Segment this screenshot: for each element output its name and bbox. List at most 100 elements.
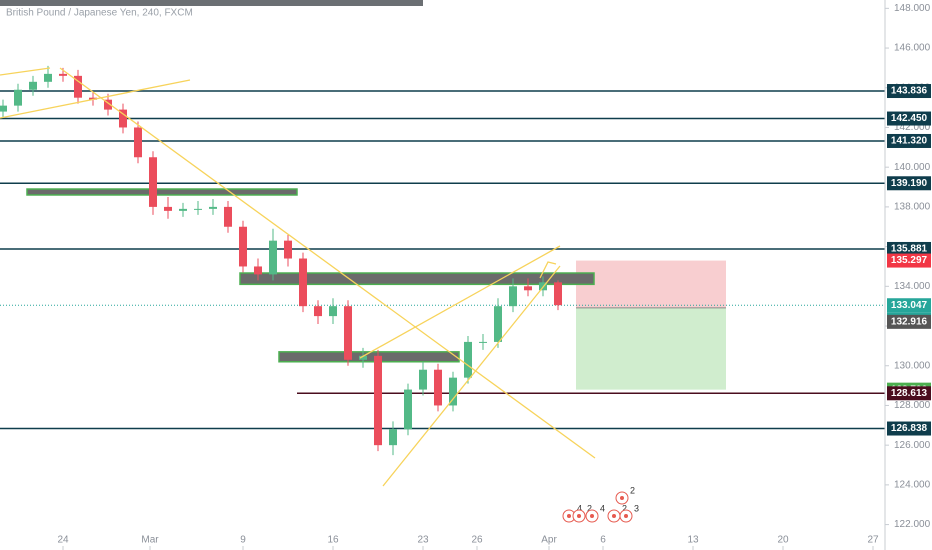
x-tick-label: 27 [867, 535, 879, 546]
zone [278, 351, 460, 363]
candle-body [224, 206, 232, 227]
y-tick-label: 148.000 [894, 3, 931, 14]
y-tick-label: 142.000 [894, 122, 931, 133]
event-count: 4 [577, 503, 582, 513]
candle-body [434, 369, 442, 406]
events: 4 2 4 2 32 [562, 485, 639, 523]
x-tick-label: Apr [541, 535, 557, 546]
y-tick-label: 128.000 [894, 400, 931, 411]
target-zone [576, 307, 726, 390]
candle-body [404, 389, 412, 430]
candle-body [134, 127, 142, 158]
candle-body [254, 266, 262, 275]
x-tick-label: Mar [141, 535, 159, 546]
price-badge [887, 298, 931, 313]
trend-line [59, 67, 596, 459]
zone [239, 272, 595, 286]
candle-body [524, 286, 532, 291]
price-badge [887, 84, 931, 99]
event-count: 2 [587, 503, 592, 513]
candle-body [89, 97, 97, 100]
event-dot [577, 514, 581, 518]
trend-line [0, 79, 191, 119]
candle-body [359, 355, 367, 360]
candle-body [494, 306, 502, 342]
price-badge-label: 142.450 [891, 113, 928, 124]
candle-body [329, 306, 337, 317]
price-badge [887, 241, 931, 256]
chart-title: British Pound / Japanese Yen, 240, FXCM [6, 8, 193, 19]
candle-body [14, 89, 22, 106]
candle-body [344, 306, 352, 360]
x-tick-label: 16 [327, 535, 339, 546]
candle-body [509, 286, 517, 307]
y-tick-label: 122.000 [894, 519, 931, 530]
price-badge-label: 135.881 [891, 244, 928, 255]
y-tick-label: 124.000 [894, 480, 931, 491]
candle-body [194, 208, 202, 210]
event-count: 4 [600, 503, 605, 513]
zone [26, 188, 298, 196]
x-tick-label: 6 [600, 535, 606, 546]
event-dot [620, 496, 624, 500]
candle-body [164, 206, 172, 211]
price-badge-label: 133.047 [891, 300, 928, 311]
y-tick-label: 130.000 [894, 360, 931, 371]
candle-body [239, 226, 247, 267]
x-tick-label: 13 [687, 535, 699, 546]
candle-body [29, 81, 37, 90]
price-badge [887, 253, 931, 268]
candle-body [464, 341, 472, 378]
candle-body [179, 208, 187, 211]
candle-body [389, 429, 397, 446]
trend-lines [0, 67, 596, 487]
x-tick-label: 20 [777, 535, 789, 546]
candle-body [104, 99, 112, 110]
price-badge-label: 128.613 [891, 388, 928, 399]
price-badge [887, 176, 931, 191]
y-tick-label: 138.000 [894, 202, 931, 213]
event-dot [567, 514, 571, 518]
candle-body [44, 73, 52, 82]
candle-body [314, 306, 322, 317]
x-tick-label: 24 [57, 535, 69, 546]
candle-body [59, 73, 67, 76]
candle-body [479, 341, 487, 343]
candle-body [149, 157, 157, 207]
candle-body [269, 240, 277, 275]
y-tick-label: 134.000 [894, 281, 931, 292]
price-badge [887, 133, 931, 148]
top-bar [0, 0, 423, 6]
candle-body [209, 206, 217, 209]
trend-line [382, 265, 561, 487]
candle-body [74, 75, 82, 98]
candle-body [0, 105, 7, 112]
price-badge-label: 132.916 [891, 316, 928, 327]
event-dot [590, 514, 594, 518]
price-badge-label: 135.297 [891, 255, 928, 266]
trend-line [359, 245, 561, 359]
price-badge [887, 314, 931, 329]
x-tick-label: 23 [417, 535, 429, 546]
event-count: 2 [622, 503, 627, 513]
candle-body [284, 240, 292, 259]
event-count: 2 [630, 485, 635, 495]
arrow [539, 261, 557, 279]
candle-body [419, 369, 427, 390]
price-badge-label: 126.838 [891, 423, 928, 434]
price-badge [887, 386, 931, 401]
stop-zone [576, 260, 726, 308]
candle-body [449, 377, 457, 406]
candle-body [299, 258, 307, 307]
x-tick-label: 26 [471, 535, 483, 546]
event-count: 3 [634, 503, 639, 513]
price-badge [887, 421, 931, 436]
x-tick-label: 9 [240, 535, 246, 546]
event-dot [612, 514, 616, 518]
candle-body [374, 355, 382, 446]
event-dot [624, 514, 628, 518]
price-badge-label: 141.320 [891, 136, 928, 147]
candle-body [119, 109, 127, 128]
y-tick-label: 126.000 [894, 440, 931, 451]
